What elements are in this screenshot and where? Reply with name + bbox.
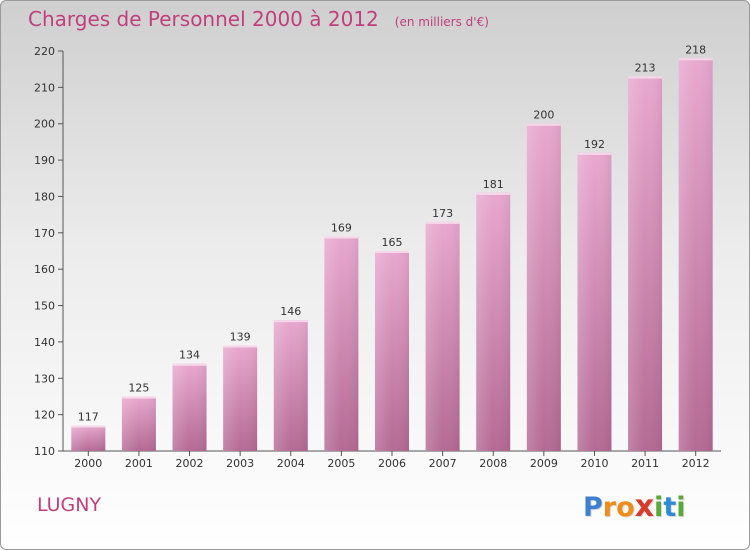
x-tick-label: 2006 — [378, 457, 406, 470]
x-tick-label: 2002 — [176, 457, 204, 470]
x-tick-label: 2001 — [125, 457, 153, 470]
bar-sheen — [375, 251, 409, 451]
y-tick-label: 180 — [34, 190, 55, 203]
logo-letter: o — [616, 492, 635, 523]
bar-sheen — [172, 363, 207, 451]
bar-sheen — [678, 58, 713, 451]
data-label-2006: 165 — [382, 236, 403, 249]
y-tick-label: 140 — [34, 336, 55, 349]
data-label-2009: 200 — [533, 109, 554, 122]
logo-letter: t — [663, 492, 677, 523]
chart-title-text: Charges de Personnel 2000 à 2012 — [28, 7, 379, 31]
y-tick-label: 190 — [34, 154, 55, 167]
bar-sheen — [273, 320, 308, 451]
data-label-2012: 218 — [685, 43, 706, 56]
data-label-2007: 173 — [432, 207, 453, 220]
data-label-2004: 146 — [280, 305, 301, 318]
x-tick-label: 2000 — [74, 457, 102, 470]
y-tick-label: 130 — [34, 372, 55, 385]
bars — [71, 58, 713, 452]
y-tick-label: 110 — [34, 445, 55, 458]
x-tick-label: 2012 — [682, 457, 710, 470]
y-tick-label: 150 — [34, 300, 55, 313]
x-tick-label: 2008 — [479, 457, 507, 470]
bar-sheen — [577, 152, 612, 451]
y-tick-label: 120 — [34, 409, 55, 422]
data-label-2001: 125 — [128, 381, 149, 394]
bar-sheen — [526, 123, 561, 452]
logo-letter: i — [654, 492, 664, 523]
data-label-2000: 117 — [78, 411, 99, 424]
bar-sheen — [425, 221, 460, 451]
x-tick-label: 2005 — [327, 457, 355, 470]
city-name: LUGNY — [37, 494, 102, 516]
data-label-2010: 192 — [584, 138, 605, 151]
data-label-2011: 213 — [635, 61, 656, 74]
bar-sheen — [71, 425, 106, 451]
bar-sheen — [223, 345, 258, 451]
x-tick-label: 2004 — [277, 457, 305, 470]
logo-letter: i — [676, 492, 686, 523]
logo-letter: r — [602, 492, 617, 523]
x-tick-label: 2003 — [226, 457, 254, 470]
x-tick-label: 2007 — [429, 457, 457, 470]
y-tick-label: 160 — [34, 263, 55, 276]
bar-sheen — [628, 76, 663, 452]
y-tick-label: 220 — [34, 45, 55, 58]
bar-sheen — [324, 236, 359, 451]
chart-title: Charges de Personnel 2000 à 2012 (en mill… — [28, 7, 489, 31]
y-tick-label: 200 — [34, 118, 55, 131]
y-tick-label: 170 — [34, 227, 55, 240]
data-label-2005: 169 — [331, 221, 352, 234]
data-labels: 117 125 134 139 146 169 165 173 181 200 192 213 218 — [78, 43, 706, 423]
y-tick-label: 210 — [34, 81, 55, 94]
x-tick-label: 2009 — [530, 457, 558, 470]
data-label-2003: 139 — [230, 331, 251, 344]
proxiti-logo: Proxiti — [583, 489, 686, 524]
data-label-2008: 181 — [483, 178, 504, 191]
bar-sheen — [476, 192, 511, 451]
logo-letter: P — [583, 492, 603, 523]
bar-sheen — [121, 396, 156, 451]
axes: 110 120 130 140 150 160 170 180 190 200 210 220 2000… — [34, 45, 721, 470]
x-tick-label: 2010 — [580, 457, 608, 470]
data-label-2002: 134 — [179, 349, 200, 362]
chart-subtitle: (en milliers d'€) — [394, 15, 489, 29]
x-tick-label: 2011 — [631, 457, 659, 470]
logo-letter: x — [634, 489, 655, 524]
